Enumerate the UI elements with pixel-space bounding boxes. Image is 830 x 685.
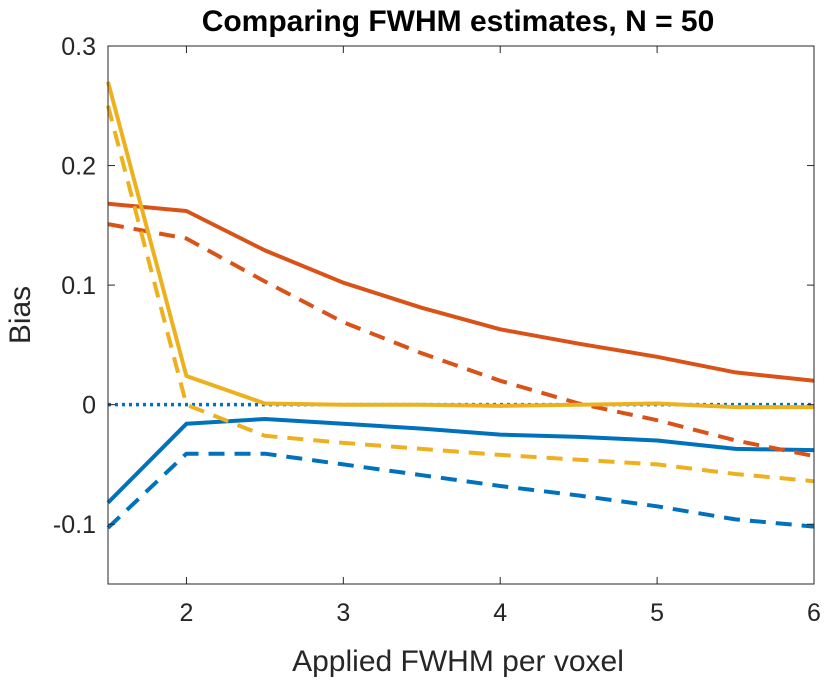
series-line-4 xyxy=(107,222,815,459)
y-tick-label: 0.3 xyxy=(61,33,96,61)
x-ticks: 2 3 4 5 6 xyxy=(179,46,821,627)
y-tick-label: -0.1 xyxy=(53,511,96,539)
y-axis-label: Bias xyxy=(4,286,37,344)
x-tick-label: 2 xyxy=(179,599,193,627)
series-line-6 xyxy=(106,105,815,484)
series-line-3 xyxy=(107,201,815,383)
series-line-2 xyxy=(106,451,815,530)
plot-lines xyxy=(106,81,815,530)
y-tick-label: 0.1 xyxy=(61,272,96,300)
chart-title: Comparing FWHM estimates, N = 50 xyxy=(202,5,715,38)
y-tick-label: 0 xyxy=(82,392,96,420)
x-tick-label: 3 xyxy=(336,599,350,627)
axes-box xyxy=(107,45,815,585)
x-tick-label: 5 xyxy=(650,599,664,627)
y-ticks: -0.1 0 0.1 0.2 0.3 xyxy=(53,33,814,539)
x-tick-label: 6 xyxy=(807,599,821,627)
y-tick-label: 0.2 xyxy=(61,153,96,181)
x-tick-label: 4 xyxy=(493,599,507,627)
x-axis-label: Applied FWHM per voxel xyxy=(292,645,624,678)
series-line-5 xyxy=(106,81,814,410)
